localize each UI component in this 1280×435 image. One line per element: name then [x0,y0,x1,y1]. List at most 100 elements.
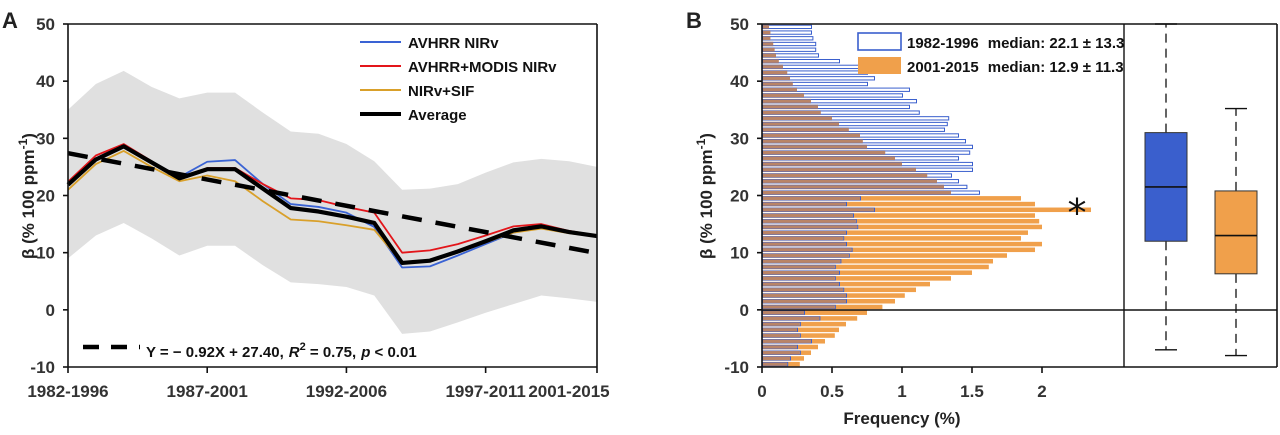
y-tick-label-b: 20 [730,187,749,206]
hist-overlap [763,65,783,69]
hist-overlap [763,288,844,292]
y-tick-label-b: 30 [730,129,749,148]
hist-overlap [763,105,818,109]
hist-overlap [763,30,771,35]
panel-a-label: A [2,8,18,33]
hist-overlap [763,59,779,63]
y-tick-label-b: 50 [730,15,749,34]
y-tick-label-b: -10 [724,358,749,377]
panel-a: -10 0 10 20 30 40 50 1982-1996 1987-2001 1992-20… [16,15,610,401]
x-tick-label-a: 1987-2001 [167,382,248,401]
y-tick-label-b: 40 [730,72,749,91]
hist-overlap [763,231,846,235]
x-tick-label-a: 2001-2015 [528,382,609,401]
y-tick-label-a: 10 [36,244,55,263]
hist-overlap [763,196,860,201]
hist-overlap [763,259,841,263]
hist-overlap [763,99,811,103]
hist-bar-2001-2015 [762,224,1042,230]
hist-overlap [763,253,849,258]
series-line-average [66,144,598,266]
hist-bar-2001-2015 [762,276,951,281]
hist-bar-2001-2015 [762,241,1042,247]
hist-overlap [763,42,774,46]
hist-overlap [763,219,856,223]
hist-bar-2001-2015 [762,253,1007,258]
hist-overlap [763,208,874,212]
hist-overlap [763,236,844,241]
hist-overlap [763,293,846,298]
x-tick-label-b: 1.5 [960,382,984,401]
trend-line [67,150,598,256]
hist-overlap [763,356,790,361]
y-tick-label-a: 0 [46,301,55,320]
y-tick-label-a: 40 [36,72,55,91]
y-tick-label-b: 10 [730,244,749,263]
hist-overlap [763,76,790,80]
hist-bar-2001-2015 [762,327,839,333]
trend-annotation: Y = − 0.92X + 27.40, R2 = 0.75, p < 0.01 [83,341,417,361]
shaded-range-band [68,70,597,334]
panel-b-label: B [686,8,702,33]
x-axis-label-b: Frequency (%) [843,409,960,428]
hist-overlap [763,362,788,366]
hist-overlap [763,156,895,160]
significance-asterisk: * [1068,191,1087,235]
hist-overlap [763,242,846,246]
hist-overlap [763,122,839,126]
hist-overlap [763,128,849,132]
x-tick-label-b: 0 [757,382,766,401]
hist-overlap [763,162,902,166]
hist-overlap [763,116,832,120]
hist-overlap [763,179,937,183]
hist-overlap [763,173,928,178]
hist-overlap [763,276,835,281]
hist-bar-2001-2015 [762,270,972,275]
hist-bar-2001-2015 [762,196,1021,201]
hist-overlap [763,93,804,98]
panel-b: -10 0 10 20 30 40 50 0 0.5 1 1.5 2 Frequency (%) β… [694,15,1278,428]
hist-overlap [763,190,951,195]
hist-overlap [763,185,944,189]
hist-bar-2001-2015 [762,218,1040,224]
y-tick-label-a: 50 [36,15,55,34]
hist-overlap [763,271,839,275]
hist-overlap [763,168,916,172]
hist-bar-2001-2015 [762,321,846,327]
legend-swatch-2001-2015 [858,57,901,74]
hist-bar-2001-2015 [762,258,993,264]
x-tick-label-b: 2 [1037,382,1046,401]
hist-bar-2001-2015 [762,213,1035,218]
hist-bar-1982-1996 [762,24,812,30]
hist-bar-2001-2015 [762,264,989,270]
hist-bar-2001-2015 [762,281,930,287]
hist-overlap [763,88,797,92]
hist-overlap [763,25,769,29]
hist-overlap [763,145,867,149]
y-axis-label-b: β (% 100 ppm-1) [694,133,716,259]
legend-b: 1982-1996 median: 22.1 ± 13.3 2001-2015 me… [857,32,1124,76]
hist-overlap [763,70,788,75]
hist-overlap [763,139,863,143]
hist-overlap [763,225,858,229]
legend-label-a: AVHRR NIRv [408,35,499,52]
hist-overlap [763,345,797,349]
hist-overlap [763,248,852,252]
x-tick-label-a: 1997-2011 [445,382,525,401]
hist-bar-2001-2015 [762,247,1035,253]
hist-overlap [763,316,820,321]
hist-overlap [763,311,804,315]
y-tick-label-b: 0 [740,301,749,320]
hist-overlap [763,339,811,343]
hist-overlap [763,351,800,355]
hist-overlap [763,305,835,309]
x-tick-label-b: 1 [897,382,906,401]
hist-bar-2001-2015 [762,201,1035,207]
x-tick-label-b: 0.5 [820,382,844,401]
hist-overlap [763,133,860,138]
hist-overlap [763,265,835,269]
hist-overlap [763,282,839,286]
hist-overlap [763,333,800,338]
hist-overlap [763,202,846,206]
hist-overlap [763,53,776,58]
